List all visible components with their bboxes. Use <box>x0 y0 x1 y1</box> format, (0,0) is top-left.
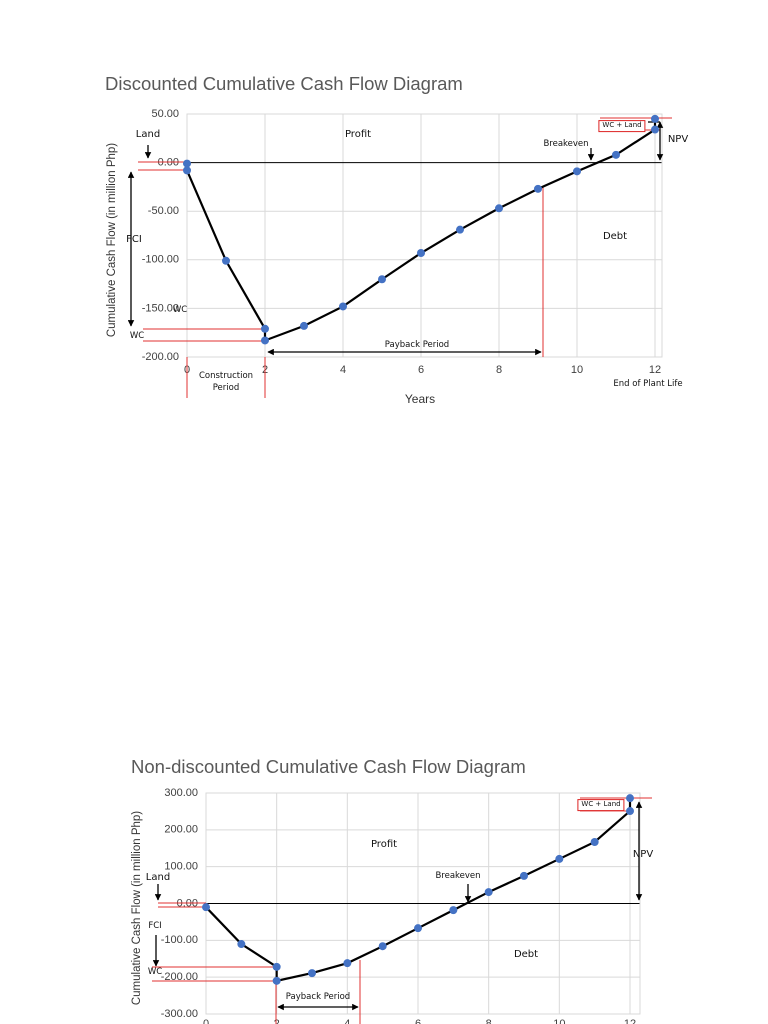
data-point <box>272 976 281 985</box>
data-point <box>300 321 308 330</box>
x-axis-label: Years <box>404 392 436 406</box>
annotation: Debt <box>513 949 539 960</box>
x-tick-label: 8 <box>496 364 502 376</box>
data-point <box>272 962 281 971</box>
y-tick-label: -300.00 <box>161 1008 198 1020</box>
annotation: NPV <box>667 134 689 145</box>
data-point <box>261 324 269 333</box>
x-tick-label: 12 <box>649 364 661 376</box>
data-point <box>261 336 269 345</box>
data-point <box>612 150 620 159</box>
annotation: WC <box>129 331 145 342</box>
y-tick-label: -150.00 <box>142 302 179 314</box>
data-point <box>520 871 528 880</box>
data-point <box>414 924 422 933</box>
data-point <box>651 125 659 134</box>
data-point <box>308 969 316 978</box>
x-tick-label: 10 <box>553 1018 565 1024</box>
y-tick-label: 100.00 <box>164 861 198 873</box>
data-point <box>183 159 191 168</box>
chart-title: Discounted Cumulative Cash Flow Diagram <box>105 73 463 94</box>
annotation: Breakeven <box>543 139 589 150</box>
annotation: Payback Period <box>285 992 351 1003</box>
y-tick-label: 50.00 <box>151 108 179 120</box>
annotation: FCI <box>126 234 142 245</box>
data-point <box>651 114 659 123</box>
chart-title: Non-discounted Cumulative Cash Flow Diag… <box>131 756 526 777</box>
y-tick-label: 200.00 <box>164 824 198 836</box>
data-point <box>484 888 493 897</box>
annotation: Construction Period <box>198 371 254 393</box>
x-tick-label: 4 <box>344 1018 350 1024</box>
data-point <box>222 256 230 265</box>
annotation: FCI <box>148 921 162 932</box>
plot-frame <box>186 113 663 358</box>
annotation: Breakeven <box>435 871 481 882</box>
data-point <box>237 940 246 949</box>
x-tick-label: 2 <box>274 1018 280 1024</box>
annotation: Profit <box>344 129 372 140</box>
annotation: End of Plant Life <box>613 379 683 390</box>
data-point <box>343 959 352 968</box>
annotation: Land <box>135 129 161 140</box>
data-point <box>339 302 347 311</box>
data-point <box>573 167 581 176</box>
data-point <box>378 942 387 951</box>
annotation: Payback Period <box>384 340 450 351</box>
x-tick-label: 12 <box>624 1018 636 1024</box>
data-point <box>590 837 599 846</box>
y-axis-label: Cumulative Cash Flow (in million Php) <box>131 810 143 1006</box>
annotation: WC + Land <box>577 799 625 811</box>
x-tick-label: 6 <box>415 1018 421 1024</box>
data-point <box>555 854 564 863</box>
data-point <box>495 204 503 213</box>
annotation: Land <box>145 872 171 883</box>
x-tick-label: 4 <box>340 364 346 376</box>
annotation: NPV <box>632 849 654 860</box>
x-tick-label: 8 <box>486 1018 492 1024</box>
annotation: WC + Land <box>598 120 646 132</box>
annotation: Profit <box>370 839 398 850</box>
y-tick-label: -100.00 <box>142 254 179 266</box>
x-tick-label: 10 <box>571 364 583 376</box>
data-point <box>202 903 210 912</box>
y-axis-label: Cumulative Cash Flow (in million Php) <box>106 142 118 338</box>
data-line <box>185 118 657 343</box>
y-tick-label: -100.00 <box>161 934 198 946</box>
data-point <box>626 807 634 816</box>
data-point <box>456 225 464 234</box>
data-point <box>417 248 425 257</box>
annotation: WC <box>147 967 163 978</box>
annotation: WC <box>172 305 188 316</box>
y-tick-label: -200.00 <box>142 351 179 363</box>
data-point <box>183 166 191 175</box>
y-tick-label: 300.00 <box>164 787 198 799</box>
data-point <box>534 184 542 193</box>
data-point <box>449 906 458 915</box>
data-point <box>378 275 386 284</box>
data-point <box>626 794 634 803</box>
y-tick-label: -200.00 <box>161 971 198 983</box>
annotation: Debt <box>602 231 628 242</box>
y-tick-label: -50.00 <box>148 205 179 217</box>
y-tick-label: 0.00 <box>158 157 179 169</box>
x-tick-label: 6 <box>418 364 424 376</box>
x-tick-label: 0 <box>203 1018 209 1024</box>
